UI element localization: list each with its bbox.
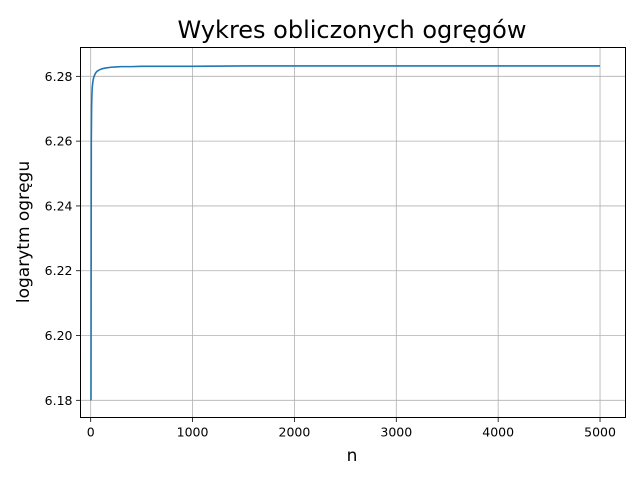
y-tick-label: 6.18 bbox=[45, 393, 73, 408]
y-axis-label: logarytm ogręgu bbox=[14, 161, 34, 303]
x-tick-label: 2000 bbox=[279, 425, 311, 440]
x-tick-label: 1000 bbox=[177, 425, 209, 440]
y-tick-label: 6.22 bbox=[45, 263, 73, 278]
chart-title: Wykres obliczonych ogręgów bbox=[178, 16, 527, 44]
x-tick-label: 3000 bbox=[380, 425, 412, 440]
series-line-0 bbox=[90, 65, 601, 401]
grid bbox=[80, 47, 626, 418]
y-tick-label: 6.26 bbox=[45, 134, 73, 149]
y-tick-label: 6.24 bbox=[45, 198, 73, 213]
y-tick-label: 6.28 bbox=[45, 69, 73, 84]
plot-frame bbox=[80, 47, 626, 418]
ticks: 0 1000 2000 3000 4000 5000 6.18 6.20 6.22 6.24 6.2… bbox=[45, 69, 616, 440]
x-tick-label: 4000 bbox=[482, 425, 514, 440]
x-tick-label: 0 bbox=[87, 425, 95, 440]
x-axis-label: n bbox=[347, 446, 358, 466]
series-layer bbox=[90, 65, 601, 401]
y-tick-label: 6.20 bbox=[45, 328, 73, 343]
x-tick-label: 5000 bbox=[584, 425, 616, 440]
